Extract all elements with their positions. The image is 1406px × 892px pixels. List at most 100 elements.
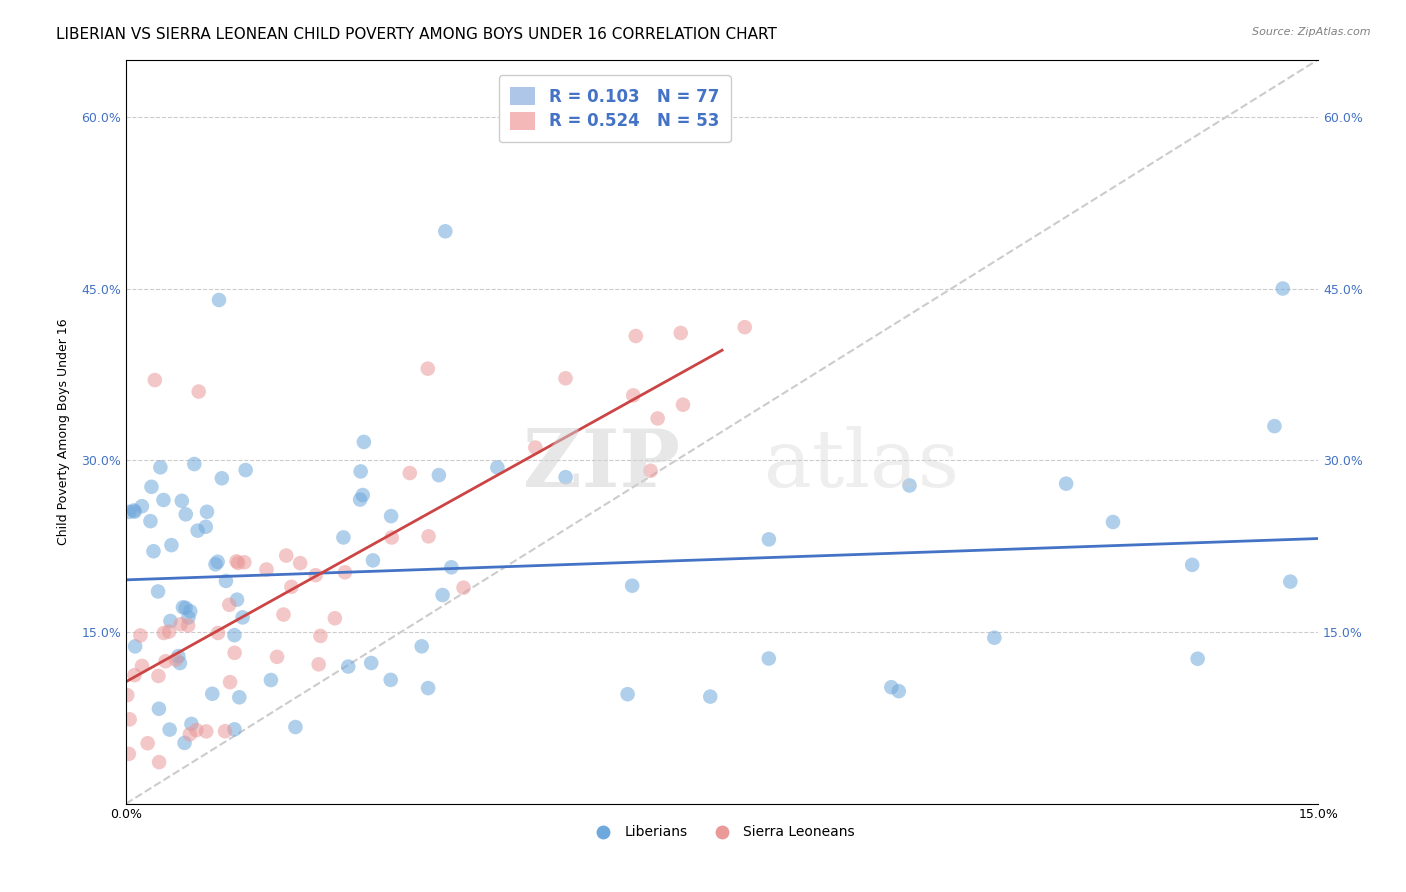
Point [1187,652,1209,666]
Point [305,568,328,582]
Point [416,681,439,695]
Point [155,654,177,668]
Point [276,549,298,563]
Point [148,702,170,716]
Point [118,747,141,761]
Point [159,723,181,737]
Point [146,584,169,599]
Point [309,629,332,643]
Point [434,224,457,238]
Point [380,673,402,687]
Point [228,690,250,705]
Point [179,727,201,741]
Point [1181,558,1204,572]
Point [233,555,256,569]
Point [432,588,454,602]
Point [141,480,163,494]
Point [524,441,547,455]
Point [554,371,576,385]
Point [148,669,170,683]
Point [117,688,139,702]
Point [232,610,254,624]
Point [672,398,695,412]
Point [887,684,910,698]
Text: ZIP: ZIP [523,426,681,504]
Point [118,505,141,519]
Point [440,560,463,574]
Point [131,659,153,673]
Point [333,566,356,580]
Point [204,558,226,572]
Point [124,640,146,654]
Point [308,657,330,672]
Point [898,478,921,492]
Point [122,503,145,517]
Point [124,668,146,682]
Point [224,628,246,642]
Point [280,580,302,594]
Point [148,755,170,769]
Point [165,653,187,667]
Point [616,687,638,701]
Point [215,574,238,588]
Point [224,723,246,737]
Point [157,624,180,639]
Point [699,690,721,704]
Point [983,631,1005,645]
Point [361,553,384,567]
Point [624,329,647,343]
Point [180,717,202,731]
Point [418,529,440,543]
Point [143,373,166,387]
Point [260,673,283,687]
Point [174,508,197,522]
Text: atlas: atlas [763,426,959,504]
Point [208,293,231,307]
Y-axis label: Child Poverty Among Boys Under 16: Child Poverty Among Boys Under 16 [58,318,70,545]
Point [195,505,218,519]
Point [411,640,433,654]
Point [173,736,195,750]
Point [152,493,174,508]
Point [758,533,780,547]
Point [129,628,152,642]
Point [284,720,307,734]
Point [416,361,439,376]
Point [226,556,249,570]
Point [332,530,354,544]
Point [621,388,644,402]
Point [159,614,181,628]
Point [153,626,176,640]
Point [131,499,153,513]
Point [170,493,193,508]
Point [380,509,402,524]
Point [225,554,247,568]
Point [647,411,669,425]
Point [256,562,278,576]
Point [266,649,288,664]
Point [124,505,146,519]
Point [734,320,756,334]
Point [398,466,420,480]
Point [149,460,172,475]
Point [170,617,193,632]
Text: LIBERIAN VS SIERRA LEONEAN CHILD POVERTY AMONG BOYS UNDER 16 CORRELATION CHART: LIBERIAN VS SIERRA LEONEAN CHILD POVERTY… [56,27,778,42]
Point [207,626,229,640]
Point [183,457,205,471]
Point [288,556,311,570]
Point [273,607,295,622]
Point [136,736,159,750]
Point [195,724,218,739]
Point [218,598,240,612]
Point [350,465,373,479]
Point [177,610,200,624]
Point [219,675,242,690]
Point [174,600,197,615]
Point [224,646,246,660]
Point [169,656,191,670]
Point [381,531,404,545]
Point [880,680,903,694]
Point [235,463,257,477]
Point [337,659,360,673]
Point [187,524,209,538]
